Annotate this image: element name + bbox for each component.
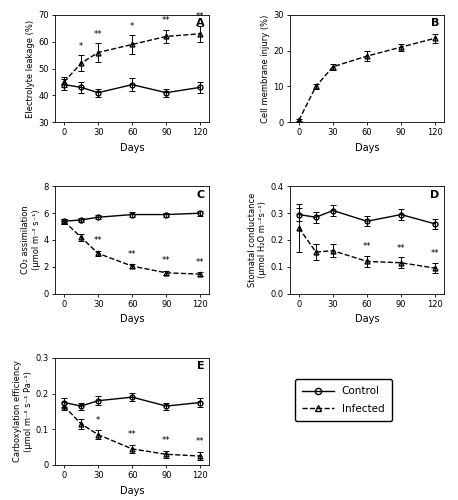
- Text: *: *: [79, 42, 83, 51]
- Text: **: **: [128, 430, 136, 440]
- X-axis label: Days: Days: [120, 143, 144, 153]
- Text: **: **: [162, 436, 170, 446]
- Y-axis label: CO₂ assimilation
(µmol m⁻² s⁻¹): CO₂ assimilation (µmol m⁻² s⁻¹): [21, 206, 41, 274]
- Y-axis label: Cell membrane injury (%): Cell membrane injury (%): [261, 14, 270, 123]
- X-axis label: Days: Days: [120, 486, 144, 496]
- Text: **: **: [94, 30, 103, 39]
- Text: B: B: [431, 18, 440, 28]
- Text: **: **: [196, 12, 205, 22]
- Text: **: **: [363, 242, 371, 251]
- Text: *: *: [96, 416, 100, 425]
- Text: **: **: [94, 236, 103, 246]
- Text: A: A: [196, 18, 205, 28]
- Text: **: **: [397, 244, 405, 252]
- Text: **: **: [162, 16, 170, 26]
- Text: *: *: [79, 220, 83, 228]
- Legend: Control, Infected: Control, Infected: [295, 379, 392, 421]
- Text: D: D: [431, 190, 440, 200]
- Text: *: *: [130, 22, 134, 31]
- Text: **: **: [196, 438, 205, 446]
- Text: C: C: [196, 190, 205, 200]
- Y-axis label: Carboxylation efficiency
(µmol m⁻² s⁻¹ Pa⁻¹): Carboxylation efficiency (µmol m⁻² s⁻¹ P…: [13, 360, 33, 462]
- Y-axis label: Electrolyte leakage (%): Electrolyte leakage (%): [26, 20, 35, 117]
- Text: **: **: [162, 256, 170, 266]
- X-axis label: Days: Days: [120, 314, 144, 324]
- X-axis label: Days: Days: [355, 314, 379, 324]
- Text: **: **: [196, 258, 205, 267]
- Y-axis label: Stomatal conductance
(µmol H₂O m⁻²s⁻¹): Stomatal conductance (µmol H₂O m⁻²s⁻¹): [248, 193, 267, 287]
- X-axis label: Days: Days: [355, 143, 379, 153]
- Text: *: *: [79, 404, 83, 413]
- Text: E: E: [197, 361, 205, 371]
- Text: **: **: [128, 250, 136, 259]
- Text: **: **: [431, 250, 439, 258]
